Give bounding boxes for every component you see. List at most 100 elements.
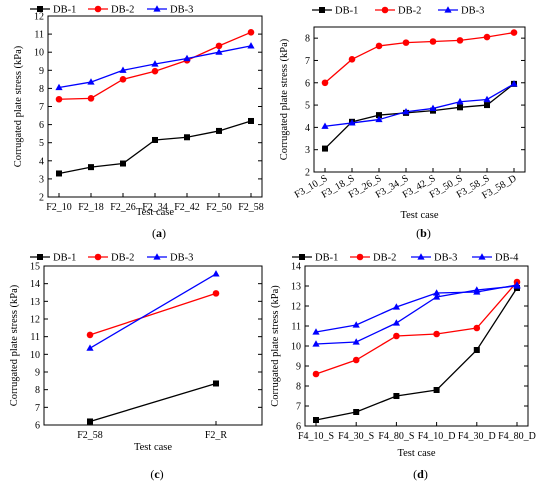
data-point-DB-2	[247, 28, 255, 36]
data-point-DB-1	[376, 112, 382, 119]
y-tick-label: 14	[291, 262, 301, 273]
y-tick-label: 11	[34, 30, 44, 41]
x-tick-label: F2_R	[205, 430, 228, 441]
data-point-DB-1	[152, 136, 158, 143]
panel-caption: (a)	[152, 226, 166, 240]
legend-label: DB-2	[111, 253, 134, 264]
plot-frame	[304, 265, 529, 427]
data-point-DB-1	[184, 134, 190, 141]
y-tick-label: 8	[305, 34, 310, 45]
x-tick-label: F2_26	[110, 202, 136, 213]
data-point-DB-4	[352, 321, 360, 328]
y-tick-label: 15	[30, 262, 40, 273]
data-point-DB-3	[392, 319, 400, 326]
data-point-DB-4	[392, 303, 400, 310]
series-line-DB-1	[58, 120, 252, 175]
panel-caption: (b)	[416, 226, 431, 240]
data-point-DB-3	[375, 115, 383, 123]
legend-label: DB-2	[373, 253, 396, 264]
x-axis-label: Test case	[136, 207, 174, 218]
data-point-DB-1	[433, 387, 440, 393]
legend-marker	[478, 253, 486, 260]
data-point-DB-3	[352, 338, 360, 345]
series-line-DB-2	[315, 281, 518, 375]
data-point-DB-2	[510, 29, 518, 36]
x-tick-label: F2_42	[174, 202, 200, 213]
y-tick-label: 2	[305, 168, 310, 179]
data-point-DB-3	[348, 119, 356, 126]
legend-marker	[356, 253, 364, 261]
x-tick-label: F2_18	[78, 202, 104, 213]
data-point-DB-2	[375, 42, 383, 50]
panel-c: 6 7 8 9 10 11 12 13 14 15 F2_58 F2_R Test case Corrug…	[9, 253, 263, 481]
panel-d: 6 7 8 9 10 11 12 13 14 F4_10_S F4_30_S F4_80_S F4_10…	[270, 253, 536, 482]
data-point-DB-1	[393, 393, 400, 399]
x-tick-label: F4_30_S	[338, 431, 374, 442]
data-point-DB-3	[86, 344, 94, 351]
x-tick-label: F2_10	[46, 202, 72, 213]
y-tick-label: 6	[305, 78, 310, 89]
data-point-DB-3	[402, 107, 410, 115]
data-point-DB-1	[473, 347, 480, 353]
data-point-DB-2	[321, 79, 329, 87]
y-tick-label: 6	[35, 421, 40, 432]
legend-label: DB-1	[335, 6, 358, 17]
y-tick-label: 13	[291, 282, 301, 293]
y-tick-label: 6	[39, 120, 44, 131]
y-tick-label: 3	[39, 174, 44, 185]
y-tick-label: 2	[39, 193, 44, 204]
data-point-DB-1	[353, 409, 360, 415]
data-point-DB-1	[87, 418, 93, 425]
y-tick-label: 10	[34, 48, 44, 59]
data-point-DB-1	[120, 160, 126, 167]
data-point-DB-2	[352, 356, 360, 364]
y-tick-label: 4	[305, 123, 310, 134]
legend-label: DB-1	[53, 253, 76, 264]
legend-label: DB-3	[434, 253, 457, 264]
y-tick-label: 8	[39, 84, 44, 95]
y-tick-label: 12	[30, 315, 40, 326]
panel-b: 2345678F3_10_SF3_18_SF3_26_SF3_34_SF3_42…	[279, 6, 526, 240]
panel-caption: (d)	[413, 467, 428, 481]
x-tick-label: F2_58	[77, 430, 103, 441]
y-tick-label: 7	[296, 402, 301, 413]
data-point-DB-1	[56, 170, 62, 177]
y-tick-label: 4	[39, 156, 44, 167]
data-point-DB-3	[119, 66, 127, 73]
y-axis-label: Corrugated plate stress (kPa)	[279, 38, 290, 160]
series-line-DB-2	[324, 31, 515, 84]
y-tick-label: 7	[39, 102, 44, 113]
y-tick-label: 9	[35, 368, 40, 379]
x-tick-label: F4_80_S	[378, 431, 414, 442]
data-point-DB-3	[483, 95, 491, 103]
plot-frame	[43, 265, 263, 426]
legend-marker	[319, 7, 325, 13]
data-point-DB-3	[247, 42, 255, 49]
data-point-DB-2	[212, 290, 220, 297]
data-point-DB-2	[348, 56, 356, 63]
y-tick-label: 7	[305, 56, 310, 67]
data-point-DB-2	[86, 331, 94, 339]
legend-label: DB-3	[170, 5, 193, 16]
panel-a: 2 3 4 5 6 7 8 9 10 11 12 F2_10 F2_18 F2_26 F2_34 F2_42 F…	[13, 5, 264, 241]
y-tick-label: 11	[291, 322, 301, 333]
x-axis-label: Test case	[397, 448, 435, 459]
legend-label: DB-1	[315, 253, 338, 264]
data-point-DB-4	[312, 328, 320, 335]
legend-marker	[94, 5, 102, 13]
y-tick-label: 5	[305, 101, 310, 112]
data-point-DB-2	[429, 38, 437, 45]
data-point-DB-3	[183, 54, 191, 62]
y-tick-label: 6	[296, 422, 301, 433]
data-point-DB-1	[313, 417, 319, 423]
data-point-DB-4	[513, 281, 521, 288]
series-line-DB-4	[315, 284, 518, 333]
panel-caption: (c)	[150, 467, 163, 481]
legend-label: DB-2	[111, 5, 134, 16]
series-line-DB-3	[89, 273, 217, 349]
series-line-DB-1	[324, 83, 515, 150]
x-axis-label: Test case	[134, 442, 172, 453]
data-point-DB-2	[393, 332, 400, 340]
legend-label: DB-1	[53, 5, 76, 16]
